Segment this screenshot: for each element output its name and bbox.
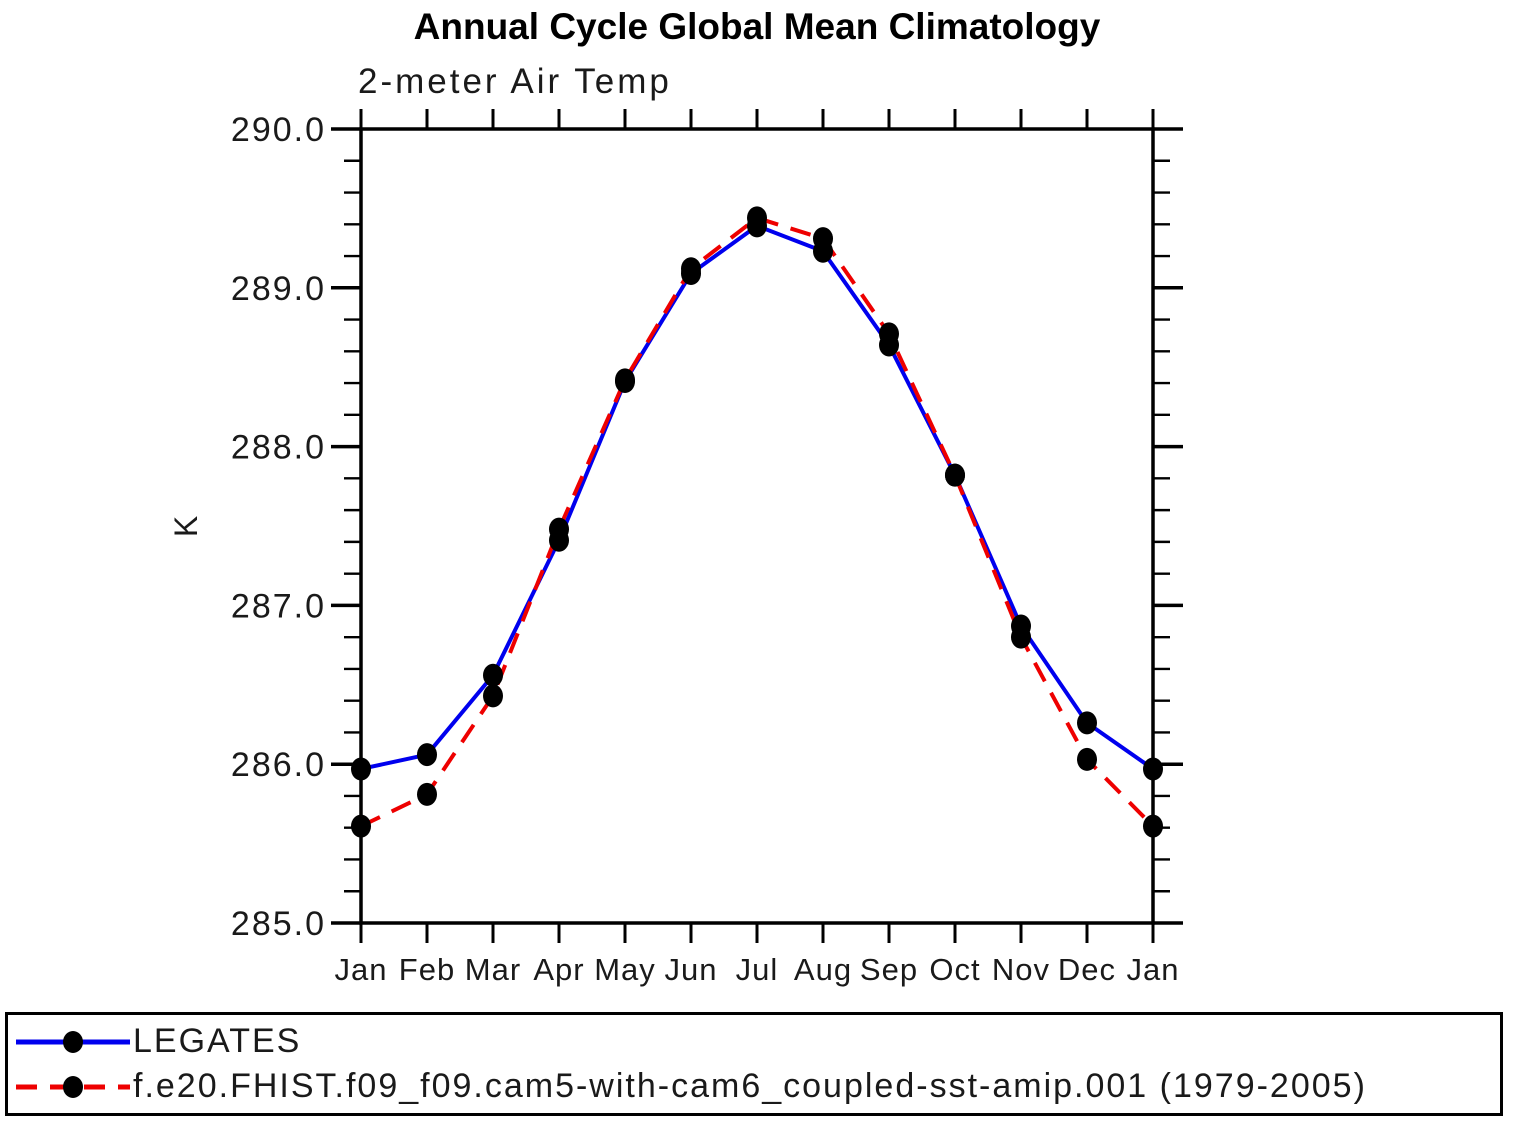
legend-item-model: f.e20.FHIST.f09_f09.cam5-with-cam6_coupl… [13,1064,1500,1109]
data-point-marker [483,663,503,687]
x-axis-month-label: Jul [736,952,779,987]
y-axis-tick-label: 288.0 [231,429,326,467]
x-axis-month-label: Nov [992,952,1050,987]
data-point-marker [1143,757,1163,781]
data-point-marker [351,814,371,838]
legend-dashed-line-sample [16,1075,130,1098]
page-title: Annual Cycle Global Mean Climatology [413,6,1101,47]
x-axis-month-label: Oct [929,952,980,987]
x-axis-month-label: Jun [665,952,718,987]
data-point-marker [549,517,569,541]
x-axis-month-label: Sep [860,952,918,987]
x-axis-month-label: Jan [1127,952,1180,987]
legend-solid-line-sample [16,1030,130,1053]
x-axis-month-label: Mar [465,952,521,987]
y-axis-tick-label: 286.0 [231,746,326,784]
y-axis-tick-label: 290.0 [231,111,326,149]
data-point-marker [1077,711,1097,735]
legend-label-model: f.e20.FHIST.f09_f09.cam5-with-cam6_coupl… [133,1067,1367,1105]
x-axis-month-label: Feb [399,952,455,987]
x-axis-month-label: Dec [1058,952,1116,987]
y-axis-tick-label: 285.0 [231,905,326,943]
y-axis-tick-label: 289.0 [231,270,326,308]
x-axis-month-label: Apr [533,952,584,987]
series-line-legates [360,223,1155,771]
data-point-marker [1077,747,1097,771]
x-axis-month-label: Aug [794,952,852,987]
series-line-model [360,215,1155,828]
data-point-marker [747,206,767,230]
legend-label-legates: LEGATES [133,1022,302,1060]
plot-frame [359,127,1155,925]
data-point-marker [417,782,437,806]
x-axis-month-label: Jan [335,952,388,987]
x-axis-month-label: May [594,952,656,987]
data-point-marker [483,684,503,708]
legend: LEGATES f.e20.FHIST.f09_f09.cam5-with-ca… [5,1012,1503,1116]
chart-subtitle: 2-meter Air Temp [358,62,672,101]
legend-item-legates: LEGATES [13,1019,1500,1064]
data-point-marker [417,743,437,767]
data-point-marker [945,463,965,487]
y-axis-tick-label: 287.0 [231,587,326,625]
data-point-marker [1143,814,1163,838]
data-point-marker [351,757,371,781]
data-point-marker [681,257,701,281]
data-point-marker [879,322,899,346]
data-point-marker [813,227,833,251]
data-point-marker [1011,625,1031,649]
data-point-marker [615,368,635,392]
